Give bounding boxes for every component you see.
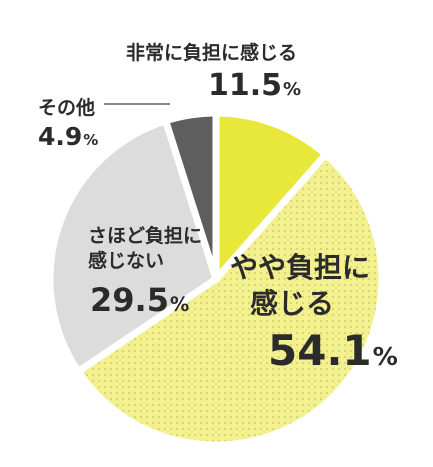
label-other: その他 4.9% [38,93,98,155]
slice-somewhat-burdened [74,150,386,449]
label-not-much: さほど負担に 感じない 29.5% [88,224,202,325]
label-very-burdened-value: 11.5% [208,69,301,107]
value-somewhat-burdened: 54.1 [268,326,372,375]
percent-sign: % [169,293,190,316]
label-very-burdened: 非常に負担に感じる 11.5% [126,38,301,107]
label-very-burdened-name: 非常に負担に感じる [126,42,298,64]
value-very-burdened: 11.5 [208,68,283,103]
slice-not-much [46,117,220,375]
label-not-much-name-1: さほど負担に [88,225,203,247]
label-somewhat-burdened-value: 54.1% [268,326,398,382]
label-somewhat-burdened-name-1: やや負担に [230,251,371,284]
label-other-name: その他 [38,97,96,119]
percent-sign: % [83,131,99,149]
slice-very-burdened [212,109,330,283]
value-not-much: 29.5 [90,281,169,319]
label-somewhat-burdened-name-2: 感じる [250,287,335,320]
slice-other [162,109,220,283]
label-other-value: 4.9% [38,122,98,155]
percent-sign: % [372,342,398,371]
label-not-much-name-2: 感じない [88,250,165,272]
label-not-much-value: 29.5% [90,280,202,325]
value-other: 4.9 [38,122,83,151]
label-somewhat-burdened: やや負担に 感じる 54.1% [230,250,398,382]
percent-sign: % [283,79,302,100]
